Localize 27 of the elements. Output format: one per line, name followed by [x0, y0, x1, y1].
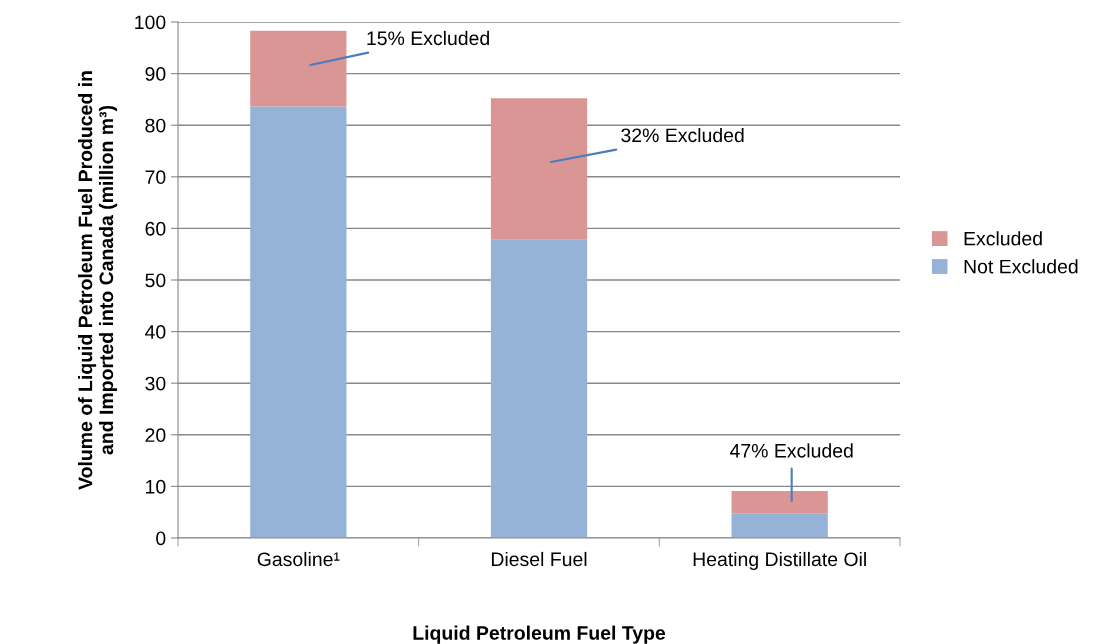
x-axis-title: Liquid Petroleum Fuel Type — [413, 625, 666, 644]
x-tick-label: Gasoline¹ — [257, 551, 340, 567]
y-tick-label: 50 — [145, 273, 166, 288]
x-tick-label: Diesel Fuel — [491, 551, 587, 567]
y-tick-label: 80 — [145, 118, 166, 133]
y-tick-label: 0 — [156, 531, 166, 546]
y-tick-label: 90 — [145, 67, 166, 81]
y-tick-label: 40 — [145, 325, 166, 339]
bar — [731, 491, 828, 514]
annotation: 32% Excluded — [621, 127, 744, 143]
annotation: 15% Excluded — [367, 30, 489, 46]
x-tick-label: Heating Distillate Oil — [693, 551, 866, 571]
bar — [490, 239, 588, 538]
bar — [731, 513, 828, 538]
y-tick-label: 100 — [135, 15, 166, 30]
bar — [250, 30, 347, 107]
annotation: 47% Excluded — [729, 443, 853, 458]
legend-label: Not Excluded — [964, 259, 1078, 274]
bar — [250, 106, 347, 538]
y-tick-label: 70 — [145, 170, 166, 185]
y-tick-label: 60 — [145, 221, 166, 236]
y-tick-label: 30 — [145, 376, 166, 391]
bar — [490, 98, 588, 240]
y-tick-label: 20 — [145, 428, 166, 443]
y-axis-title: Volume of Liquid Petroleum Fuel Produced in and Imported into Canada (million m³) — [78, 71, 118, 490]
legend-label: Excluded — [964, 231, 1042, 246]
y-tick-label: 10 — [146, 479, 166, 494]
